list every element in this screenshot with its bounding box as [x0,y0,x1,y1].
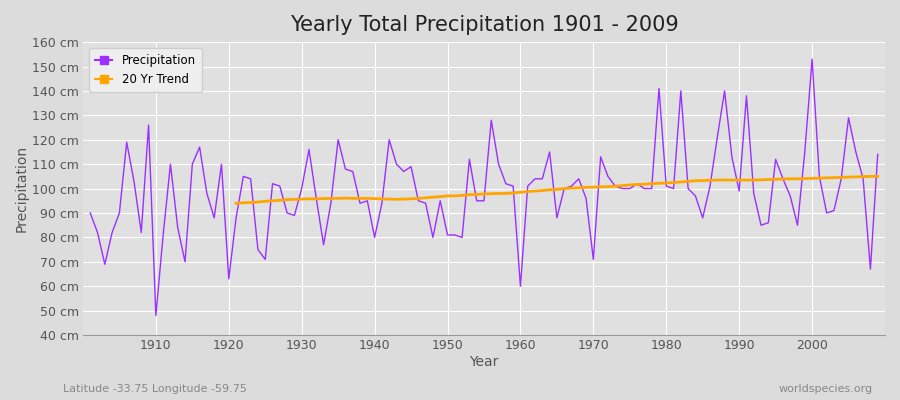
Text: Latitude -33.75 Longitude -59.75: Latitude -33.75 Longitude -59.75 [63,384,247,394]
Legend: Precipitation, 20 Yr Trend: Precipitation, 20 Yr Trend [89,48,202,92]
Title: Yearly Total Precipitation 1901 - 2009: Yearly Total Precipitation 1901 - 2009 [290,15,679,35]
X-axis label: Year: Year [469,355,499,369]
Text: worldspecies.org: worldspecies.org [778,384,873,394]
Y-axis label: Precipitation: Precipitation [15,145,29,232]
